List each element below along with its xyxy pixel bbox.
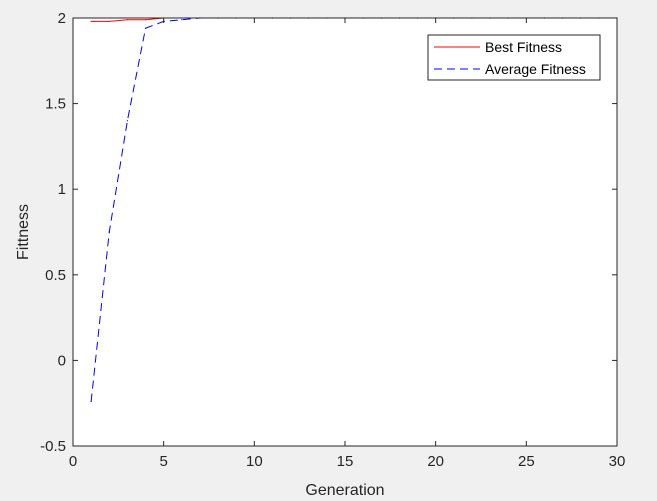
x-axis-title: Generation <box>305 482 384 499</box>
x-tick-label: 20 <box>427 453 444 470</box>
y-tick-label: -0.5 <box>40 438 66 455</box>
x-tick-label: 15 <box>337 453 354 470</box>
legend: Best Fitness Average Fitness <box>427 34 601 81</box>
x-tick-label: 5 <box>159 453 167 470</box>
data-point-average-fitness <box>181 19 183 21</box>
data-point-average-fitness <box>108 231 110 233</box>
legend-label-best-fitness: Best Fitness <box>485 39 562 55</box>
y-axis-title: Fittness <box>15 204 32 260</box>
legend-box <box>427 34 601 81</box>
y-tick-label: 0.5 <box>45 267 66 284</box>
data-point-average-fitness <box>144 27 147 29</box>
legend-label-average-fitness: Average Fitness <box>485 61 586 77</box>
x-tick-label: 30 <box>609 453 626 470</box>
plot-area <box>73 18 617 446</box>
ticks-layer: 0 5 10 15 20 25 30-0.500.511.52 <box>40 10 625 470</box>
data-point-best-fitness <box>126 19 128 21</box>
y-tick-label: 2 <box>58 10 66 27</box>
x-tick-label: 25 <box>518 453 535 470</box>
y-tick-label: 1 <box>58 181 66 198</box>
data-point-best-fitness <box>108 20 110 23</box>
y-tick-label: 0 <box>58 352 66 369</box>
x-tick-label: 10 <box>246 453 263 470</box>
x-tick-label: 0 <box>69 453 77 470</box>
data-point-average-fitness <box>126 120 128 122</box>
y-tick-label: 1.5 <box>45 96 66 113</box>
data-point-average-fitness <box>90 400 92 403</box>
data-point-best-fitness <box>144 19 147 21</box>
data-point-best-fitness <box>90 20 92 23</box>
